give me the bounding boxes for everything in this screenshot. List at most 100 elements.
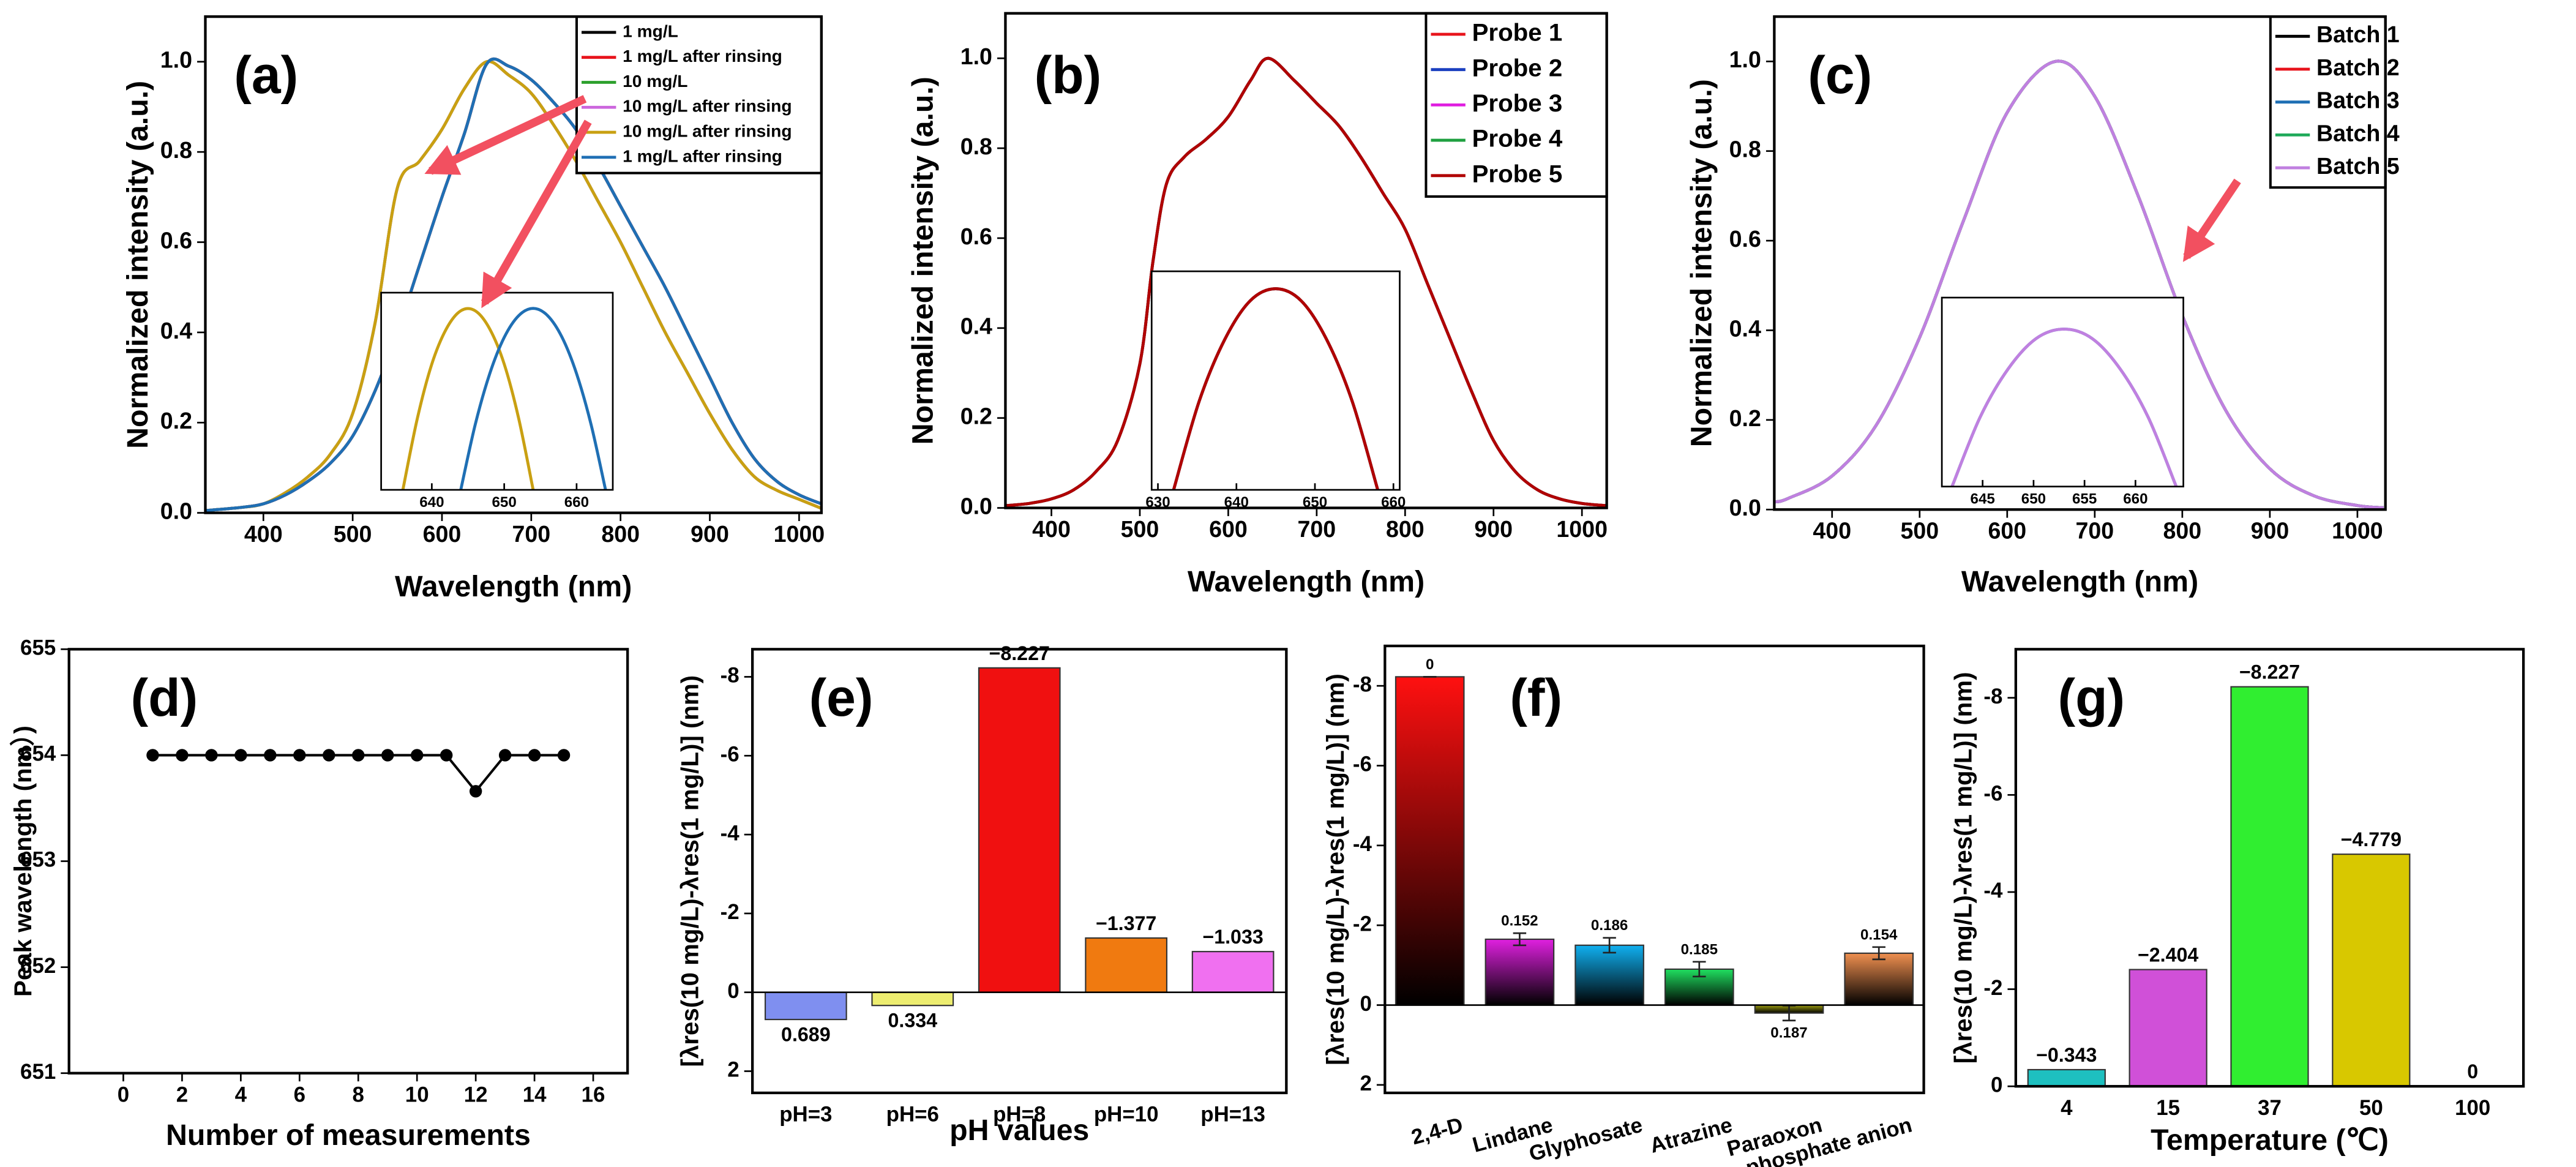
x-tick-label: pH=13: [1200, 1103, 1265, 1127]
x-tick-label: 700: [2076, 518, 2114, 544]
data-label: 0.186: [1591, 917, 1628, 934]
plot-background: [69, 649, 628, 1073]
legend-label: Probe 5: [1472, 160, 1563, 187]
panel: 02,4-D0.152Lindane0.186Glyphosate0.185At…: [1322, 644, 1925, 1167]
x-tick-label: 12: [464, 1083, 488, 1107]
bar: [2129, 969, 2207, 1087]
data-label: 0: [1426, 656, 1434, 673]
marker: [410, 749, 424, 762]
marker: [528, 749, 541, 762]
x-tick-label: 660: [1381, 494, 1406, 511]
legend-label: Probe 4: [1472, 125, 1563, 152]
series-line: [205, 58, 822, 512]
data-label: −1.377: [1096, 912, 1156, 934]
x-tick-label: 660: [2123, 491, 2147, 508]
legend-label: 1 mg/L after rinsing: [623, 146, 782, 165]
data-label: 0.689: [781, 1023, 831, 1045]
plot-background: [1385, 645, 1924, 1093]
y-tick-label: 0.4: [1729, 315, 1761, 341]
data-label: 0.154: [1860, 926, 1898, 943]
series-line: [459, 307, 607, 490]
y-tick-label: -6: [1353, 752, 1372, 776]
legend-label: Batch 1: [2316, 21, 2400, 47]
arrow: [481, 119, 592, 309]
y-tick-label: 655: [20, 636, 56, 660]
y-tick-label: -4: [1353, 832, 1372, 856]
marker: [381, 749, 394, 762]
x-axis-label: pH values: [949, 1114, 1089, 1147]
series-line: [401, 307, 535, 490]
x-tick-label: 37: [2258, 1096, 2282, 1120]
x-tick-label: 900: [1474, 516, 1513, 542]
x-axis-label: Wavelength (nm): [1961, 565, 2198, 598]
data-label: −8.227: [2239, 661, 2300, 683]
y-tick-label: 1.0: [960, 43, 992, 69]
y-tick-label: 0.0: [1729, 495, 1761, 520]
panel-label: (g): [2057, 669, 2125, 727]
legend-label: 1 mg/L after rinsing: [623, 46, 782, 66]
marker: [234, 749, 247, 762]
inset: 640 650 660: [380, 291, 614, 511]
x-axis-label: Wavelength (nm): [1188, 565, 1425, 598]
plot-frame: [1004, 12, 1608, 509]
legend-label: Probe 1: [1472, 19, 1563, 47]
x-tick-label: pH=6: [886, 1103, 939, 1127]
legend-label: Probe 3: [1472, 89, 1563, 117]
y-axis-label: Normalized intensity (a.u.): [121, 81, 154, 449]
annotation-arrows: [424, 95, 2241, 309]
legend-label: 1 mg/L: [623, 21, 678, 40]
plot-frame: [67, 648, 629, 1075]
x-tick-label: 630: [1145, 494, 1170, 511]
x-tick-label: 10: [405, 1083, 429, 1107]
x-tick-label: 0: [118, 1083, 129, 1107]
panel: 400 500 600 700 800 900 1000 Probe 1 Probe 2 Prob…: [907, 12, 1608, 598]
y-tick-label: 0.8: [160, 137, 192, 163]
legend-label: Probe 2: [1472, 54, 1563, 81]
bar: [871, 991, 954, 1007]
x-tick-label: 50: [2359, 1096, 2383, 1120]
plot-frame: [1773, 15, 2387, 511]
x-tick-label: 900: [2251, 518, 2290, 544]
marker: [440, 749, 453, 762]
marker: [498, 749, 512, 762]
data-label: −4.779: [2341, 828, 2402, 850]
y-tick-label: -4: [1983, 879, 2003, 902]
x-tick-label: 500: [1900, 518, 1939, 544]
bar: [978, 667, 1061, 993]
y-tick-label: 1.0: [160, 47, 192, 73]
y-axis-label: Normalized intensity (a.u.): [1685, 79, 1718, 447]
bar: [2027, 1068, 2106, 1087]
y-tick-label: 0.2: [960, 403, 992, 429]
y-tick-label: 1.0: [1729, 47, 1761, 72]
marker: [146, 749, 159, 762]
x-tick-label: 655: [2072, 491, 2097, 508]
y-tick-label: 0: [727, 979, 739, 1003]
data-label: −2.404: [2138, 944, 2198, 966]
y-tick-label: 0.8: [960, 133, 992, 159]
series-line: [1950, 328, 2178, 487]
bar: [764, 991, 847, 1021]
plot-frame: [751, 648, 1288, 1095]
x-tick-label: 2: [176, 1083, 188, 1107]
panel: 0.689 pH=3 0.334 pH=6 −8.227 pH=8 −1.377 pH=10 −…: [676, 642, 1288, 1147]
marker: [205, 749, 218, 762]
x-tick-label: 500: [334, 521, 372, 547]
data-label: 0.334: [888, 1010, 937, 1032]
arrow: [424, 95, 587, 175]
x-tick-label: 100: [2455, 1096, 2490, 1120]
x-tick-label: 600: [423, 521, 462, 547]
x-tick-label: 15: [2156, 1096, 2180, 1120]
x-tick-label: Atrazine: [1647, 1113, 1735, 1158]
y-tick-label: 0.2: [1729, 405, 1761, 431]
x-axis-label: Wavelength (nm): [395, 570, 632, 603]
y-tick-label: 652: [20, 954, 56, 978]
y-tick-label: 0.4: [960, 313, 992, 339]
plot-background: [1942, 298, 2184, 487]
y-axis-label: Peak wavelength (nm）): [9, 726, 37, 997]
series-line: [1005, 56, 1607, 508]
panel-label: (c): [1808, 46, 1872, 105]
legend-label: Batch 3: [2316, 88, 2400, 113]
x-tick-label: 400: [244, 521, 283, 547]
x-tick-label: 650: [492, 494, 516, 511]
